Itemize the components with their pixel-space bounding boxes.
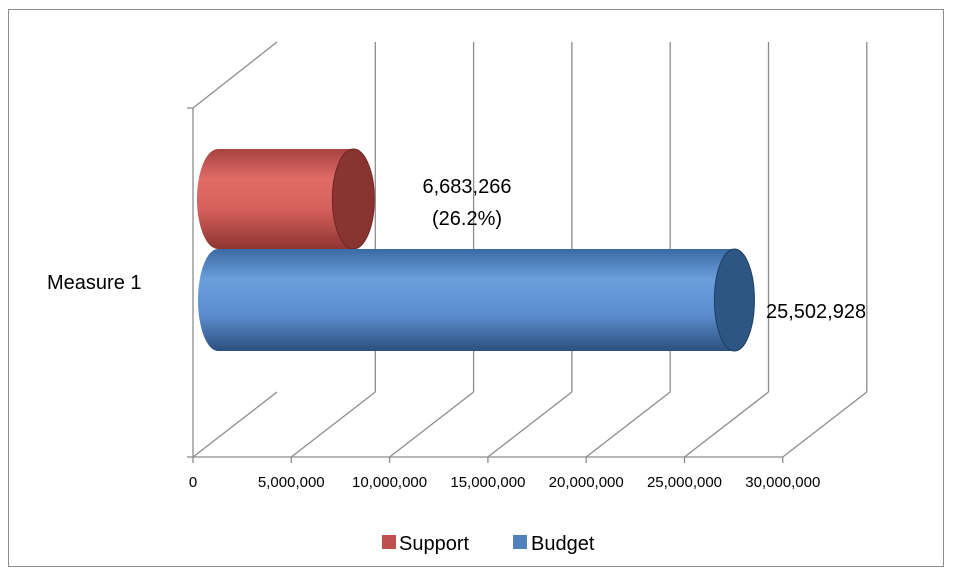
data-label-support: 6,683,266	[423, 176, 512, 198]
bar-end-cap	[714, 249, 754, 351]
x-tick-label: 10,000,000	[352, 474, 427, 491]
x-tick-label: 0	[189, 474, 197, 491]
gridline-floor	[390, 392, 474, 457]
gridline-floor	[488, 392, 572, 457]
data-label-support-percent: (26.2%)	[432, 208, 502, 230]
gridline-floor	[193, 392, 277, 457]
gridline-floor	[291, 392, 375, 457]
legend-swatch-budget	[513, 535, 527, 549]
gridline-floor	[586, 392, 670, 457]
x-tick-labels: 0 5,000,000 10,000,000 15,000,000 20,000,000…	[189, 474, 821, 491]
category-label: Measure 1	[47, 272, 142, 294]
legend: Support Budget	[382, 533, 595, 555]
x-tick-label: 25,000,000	[647, 474, 722, 491]
bar-budget	[198, 249, 754, 351]
x-tick-label: 5,000,000	[258, 474, 325, 491]
legend-label-budget: Budget	[531, 533, 595, 555]
x-tick-label: 20,000,000	[549, 474, 624, 491]
gridline-floor	[685, 392, 769, 457]
bar-end-cap	[332, 149, 374, 249]
legend-label-support: Support	[399, 533, 469, 555]
bar-support	[197, 149, 374, 249]
x-tick-label: 30,000,000	[745, 474, 820, 491]
bar-body	[198, 249, 754, 351]
left-wall-top-edge	[193, 42, 277, 108]
legend-swatch-support	[382, 535, 396, 549]
data-label-budget: 25,502,928	[766, 301, 866, 323]
x-tick-label: 15,000,000	[450, 474, 525, 491]
gridline-floor	[783, 392, 867, 457]
